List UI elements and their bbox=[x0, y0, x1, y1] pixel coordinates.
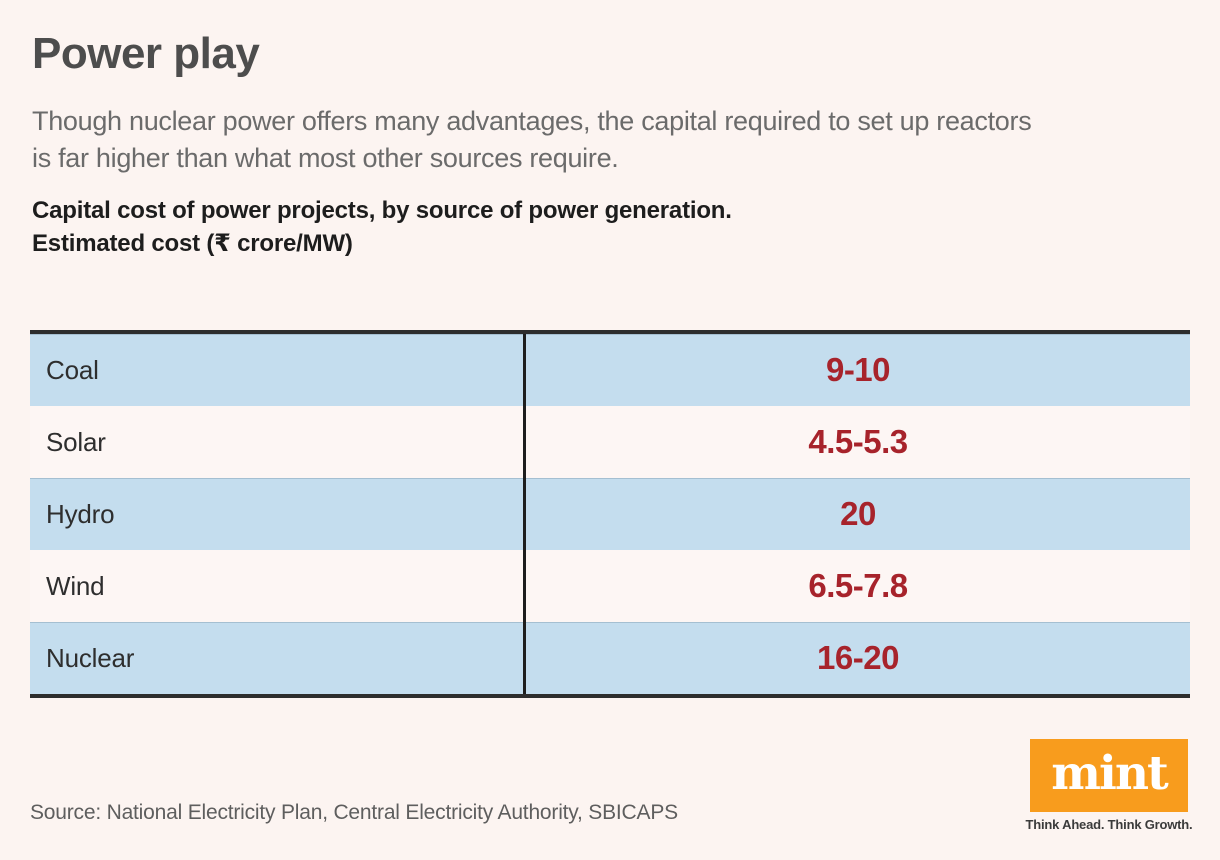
row-value: 20 bbox=[523, 478, 1190, 550]
table-row-wind: Wind 6.5-7.8 bbox=[30, 550, 1190, 622]
mint-logo-text: mint bbox=[1051, 746, 1168, 801]
row-value: 16-20 bbox=[523, 622, 1190, 694]
caption-line-2: Estimated cost (₹ crore/MW) bbox=[32, 230, 353, 257]
chart-caption: Capital cost of power projects, by sourc… bbox=[32, 194, 732, 260]
row-value: 4.5-5.3 bbox=[523, 406, 1190, 478]
row-value: 9-10 bbox=[523, 334, 1190, 406]
table-row-nuclear: Nuclear 16-20 bbox=[30, 622, 1190, 694]
page-title: Power play bbox=[32, 29, 260, 78]
caption-line-1: Capital cost of power projects, by sourc… bbox=[32, 197, 732, 224]
table-row-coal: Coal 9-10 bbox=[30, 334, 1190, 406]
description-line-1: Though nuclear power offers many advanta… bbox=[32, 106, 1032, 136]
source-attribution: Source: National Electricity Plan, Centr… bbox=[30, 801, 678, 824]
cost-table: Coal 9-10 Solar 4.5-5.3 Hydro 20 Wind 6.… bbox=[30, 330, 1190, 698]
mint-tagline: Think Ahead. Think Growth. bbox=[1025, 817, 1193, 832]
description-line-2: is far higher than what most other sourc… bbox=[32, 143, 619, 173]
row-value: 6.5-7.8 bbox=[523, 550, 1190, 622]
chart-description: Though nuclear power offers many advanta… bbox=[32, 103, 1032, 177]
row-label: Solar bbox=[46, 426, 106, 457]
row-label: Hydro bbox=[46, 498, 115, 529]
table-row-solar: Solar 4.5-5.3 bbox=[30, 406, 1190, 478]
mint-logo: mint bbox=[1030, 739, 1188, 812]
row-label: Nuclear bbox=[46, 642, 135, 673]
row-label: Wind bbox=[46, 570, 105, 601]
row-label: Coal bbox=[46, 354, 99, 385]
table-row-hydro: Hydro 20 bbox=[30, 478, 1190, 550]
